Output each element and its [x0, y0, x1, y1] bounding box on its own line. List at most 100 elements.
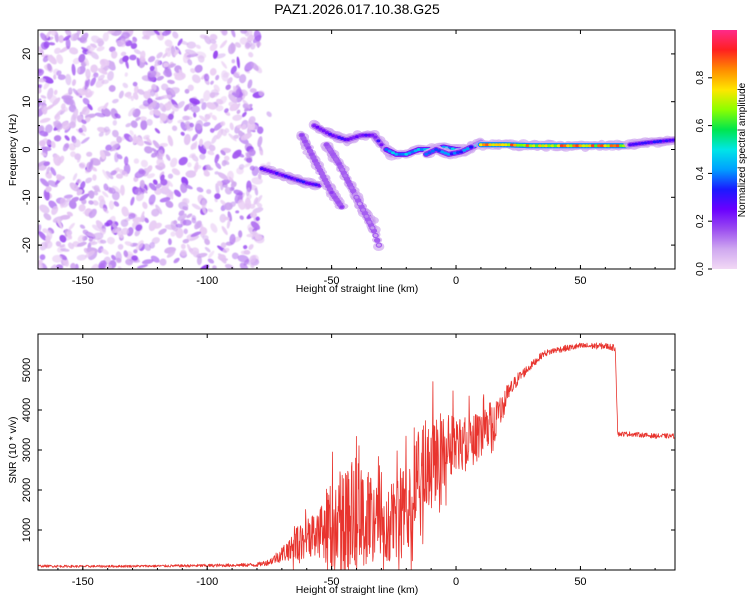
snr-series-line [38, 342, 675, 570]
spectrogram-noise-blob [216, 98, 224, 105]
spectrogram-noise-blob [199, 226, 208, 236]
spectrogram-track-core [661, 139, 666, 143]
spectrogram-x-tick-label: -150 [72, 275, 94, 287]
spectrogram-track-core [587, 144, 592, 148]
spectrogram-noise-blob [147, 55, 156, 63]
spectrogram-noise-blob [147, 69, 157, 78]
spectrogram-noise-blob [40, 41, 49, 50]
spectrogram-noise-blob [78, 53, 86, 63]
spectrogram-noise-blob [232, 114, 243, 121]
spectrogram-noise-blob [165, 154, 171, 161]
spectrogram-noise-blob [81, 119, 87, 125]
spectrogram-noise-blob [206, 208, 214, 213]
spectrogram-noise-blob [102, 32, 109, 42]
spectrogram-noise-blob [146, 165, 153, 173]
spectrogram-noise-blob [60, 248, 70, 252]
spectrogram-noise-blob [177, 213, 187, 221]
spectrogram-noise-blob [195, 119, 204, 131]
spectrogram-track-core [553, 144, 558, 148]
spectrogram-noise-blob [183, 228, 188, 235]
spectrogram-track-core [634, 142, 639, 146]
spectrogram-track-core [343, 138, 348, 141]
spectrogram-noise-blob [38, 68, 44, 77]
spectrogram-noise-blob [224, 155, 230, 161]
spectrogram-noise-blob [257, 173, 262, 180]
spectrogram-noise-blob [206, 102, 217, 110]
spectrogram-track-core [424, 152, 429, 156]
spectrogram-noise-blob [118, 90, 124, 99]
spectrogram-track-core [606, 144, 611, 148]
spectrogram-noise-blob [203, 90, 211, 102]
spectrogram-noise-blob [159, 102, 167, 113]
spectrogram-noise-blob [241, 111, 247, 118]
spectrogram-noise-blob [231, 59, 236, 64]
spectrogram-noise-blob [71, 63, 76, 76]
spectrogram-noise-blob [173, 49, 179, 56]
spectrogram-noise-blob [56, 174, 64, 182]
spectrogram-noise-blob [166, 180, 174, 187]
spectrogram-y-tick-label: -10 [21, 189, 33, 205]
spectrogram-noise-blob [38, 84, 43, 91]
spectrogram-noise-blob [229, 103, 239, 112]
snr-x-tick-label: -50 [324, 576, 340, 588]
spectrogram-noise-blob [146, 173, 156, 179]
spectrogram-noise-blob [129, 54, 137, 61]
spectrogram-noise-blob [109, 143, 120, 152]
spectrogram-noise-blob [122, 82, 129, 89]
snr-y-tick-label: 5000 [21, 358, 33, 382]
spectrogram-noise-blob [173, 257, 180, 264]
spectrogram-track-core [315, 125, 320, 129]
spectrogram-track-core [503, 143, 508, 147]
spectrogram-noise-blob [147, 100, 158, 108]
spectrogram-noise-blob [238, 74, 247, 84]
spectrogram-noise-blob [186, 41, 197, 49]
spectrogram-noise-blob [250, 221, 261, 230]
spectrogram-noise-blob [76, 30, 81, 35]
spectrogram-track-core [394, 152, 399, 156]
spectrogram-noise-blob [171, 125, 178, 132]
spectrogram-noise-blob [109, 61, 115, 68]
spectrogram-noise-blob [244, 197, 252, 210]
spectrogram-noise-blob [138, 168, 145, 175]
spectrogram-track-core [326, 184, 331, 188]
spectrogram-noise-blob [120, 184, 125, 196]
spectrogram-track-core [488, 143, 493, 147]
spectrogram-noise-blob [245, 157, 253, 163]
spectrogram-noise-blob [164, 39, 173, 47]
spectrogram-track-core [528, 144, 533, 148]
spectrogram-noise-blob [249, 88, 257, 93]
spectrogram-noise-blob [65, 37, 71, 50]
spectrogram-noise-blob [144, 217, 149, 224]
spectrogram-track-core [336, 200, 341, 204]
spectrogram-track-core [334, 135, 339, 139]
spectrogram-noise-blob [114, 113, 121, 119]
spectrogram-noise-blob [248, 244, 254, 250]
spectrogram-track-core [303, 140, 308, 143]
spectrogram-noise-blob [159, 113, 167, 122]
spectrogram-noise-blob [42, 228, 49, 234]
spectrogram-noise-blob [238, 164, 245, 170]
spectrogram-noise-blob [120, 51, 127, 57]
spectrogram-track-core [404, 152, 409, 156]
spectrogram-track-core [379, 143, 384, 147]
spectrogram-noise-blob [40, 95, 47, 99]
spectrogram-noise-blob [187, 59, 193, 66]
spectrogram-track-core [349, 137, 353, 140]
spectrogram-noise-blob [259, 150, 264, 156]
spectrogram-noise-blob [47, 180, 58, 188]
snr-x-axis: -150 -100 -50 0 50 [57, 334, 656, 588]
spectrogram-noise-blob [235, 88, 241, 97]
spectrogram-track-core [329, 191, 334, 194]
spectrogram-noise-blob [199, 153, 206, 160]
spectrogram-noise-blob [84, 78, 91, 91]
spectrogram-noise-blob [248, 116, 256, 125]
spectrogram-track-core [309, 152, 314, 156]
spectrogram-noise-blob [199, 98, 205, 104]
spectrogram-noise-blob [182, 238, 190, 244]
spectrogram-noise-blob [86, 151, 93, 157]
spectrogram-noise-blob [172, 31, 179, 39]
spectrogram-noise-blob [53, 89, 58, 96]
spectrogram-track-core [364, 214, 369, 218]
spectrogram-noise-blob [212, 50, 219, 59]
